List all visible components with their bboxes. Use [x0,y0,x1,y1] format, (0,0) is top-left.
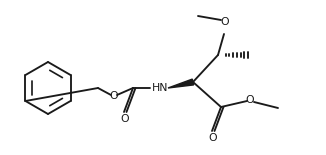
Text: O: O [246,95,254,105]
Text: O: O [221,17,229,27]
Polygon shape [168,79,194,88]
Text: O: O [110,91,118,101]
Text: O: O [209,133,217,143]
Text: O: O [121,114,129,124]
Text: HN: HN [152,83,168,93]
